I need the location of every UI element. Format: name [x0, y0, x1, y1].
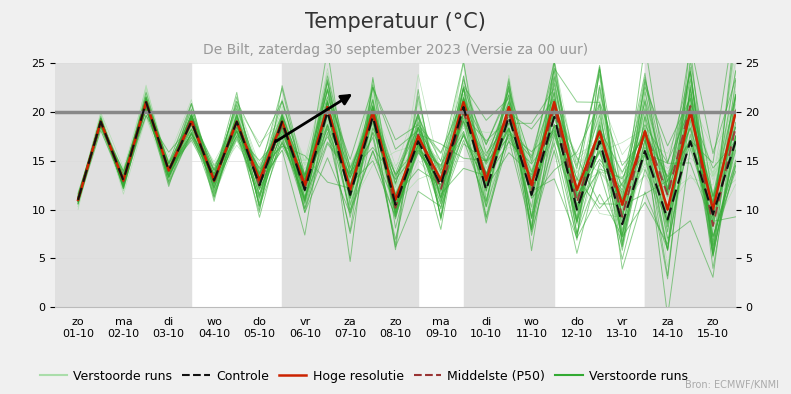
Bar — [645, 63, 691, 307]
Legend: Verstoorde runs, Controle, Hoge resolutie, Middelste (P50), Verstoorde runs: Verstoorde runs, Controle, Hoge resoluti… — [35, 365, 693, 388]
Bar — [373, 63, 418, 307]
Text: De Bilt, zaterdag 30 september 2023 (Versie za 00 uur): De Bilt, zaterdag 30 september 2023 (Ver… — [203, 43, 588, 58]
Bar — [464, 63, 554, 307]
Text: Temperatuur (°C): Temperatuur (°C) — [305, 12, 486, 32]
Text: Bron: ECMWF/KNMI: Bron: ECMWF/KNMI — [685, 380, 779, 390]
Bar — [327, 63, 373, 307]
Bar — [645, 63, 736, 307]
Bar — [55, 63, 100, 307]
Bar — [691, 63, 736, 307]
Bar — [100, 63, 191, 307]
Bar — [282, 63, 373, 307]
